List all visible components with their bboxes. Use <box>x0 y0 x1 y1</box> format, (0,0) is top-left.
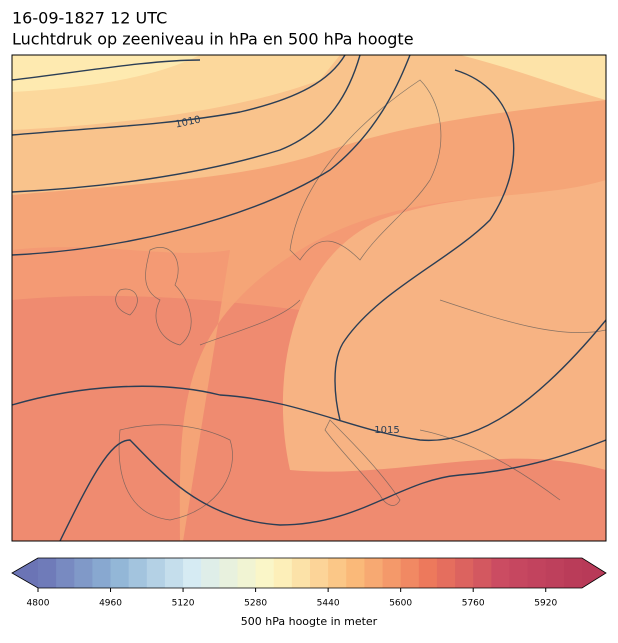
colorbar-segment <box>455 558 474 588</box>
colorbar-frame <box>11 557 607 589</box>
colorbar-segment <box>436 558 456 588</box>
colorbar-tick-label: 5760 <box>462 599 485 609</box>
colorbar-segment <box>418 558 438 588</box>
map-frame <box>11 54 607 542</box>
colorbar-segment <box>237 558 257 588</box>
colorbar-segment <box>509 558 529 588</box>
colorbar-segment <box>382 558 402 588</box>
colorbar-segment <box>201 558 220 588</box>
colorbar-segment <box>38 558 57 588</box>
contour-label: 1010 <box>175 114 202 130</box>
subtitle: Luchtdruk op zeeniveau in hPa en 500 hPa… <box>12 30 414 49</box>
colorbar-extend <box>12 558 38 588</box>
colorbar-segment <box>473 558 492 588</box>
colorbar-segment <box>491 558 510 588</box>
colorbar-segment <box>310 558 329 588</box>
colorbar-segment <box>92 558 112 588</box>
colorbar-segment <box>146 558 166 588</box>
colorbar-segment <box>328 558 347 588</box>
colorbar-segment <box>183 558 202 588</box>
colorbar-segment <box>273 558 293 588</box>
colorbar-segment <box>563 558 583 588</box>
colorbar-tick-label: 5280 <box>244 599 267 609</box>
colorbar-segment <box>527 558 547 588</box>
colorbar-tick-label: 5600 <box>389 599 412 609</box>
colorbar-label: 500 hPa hoogte in meter <box>241 615 378 628</box>
contour-label: 1015 <box>374 425 399 436</box>
colorbar-segment <box>291 558 311 588</box>
colorbar-tick-label: 5440 <box>317 599 340 609</box>
map <box>12 55 606 541</box>
title: 16-09-1827 12 UTC <box>12 9 167 28</box>
colorbar-tick-label: 4800 <box>27 599 50 609</box>
colorbar-extend <box>582 558 606 588</box>
colorbar-segment <box>346 558 365 588</box>
colorbar-segment <box>364 558 384 588</box>
colorbar-segment <box>56 558 75 588</box>
colorbar-tick-label: 5920 <box>534 599 557 609</box>
colorbar-segment <box>74 558 93 588</box>
colorbar-segment <box>545 558 565 588</box>
colorbar-segment <box>219 558 238 588</box>
colorbar-tick-label: 4960 <box>99 599 122 609</box>
colorbar: 4800 4960 5120 5280 5440 5600 5760 5920 <box>11 557 607 609</box>
colorbar-segment <box>164 558 184 588</box>
colorbar-segment <box>128 558 148 588</box>
colorbar-tick-label: 5120 <box>172 599 195 609</box>
colorbar-segment <box>400 558 420 588</box>
colorbar-segment <box>110 558 130 588</box>
colorbar-segment <box>255 558 275 588</box>
